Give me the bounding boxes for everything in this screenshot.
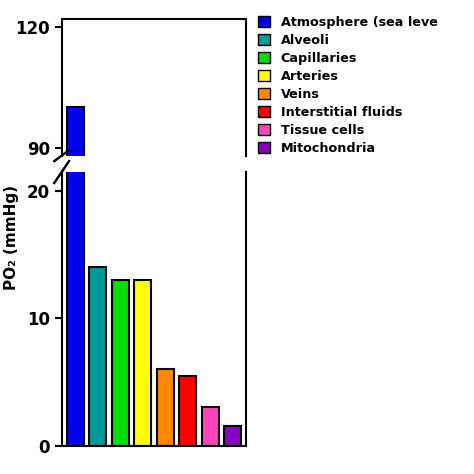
- Bar: [180, 375, 196, 446]
- Bar: [67, 108, 83, 474]
- Bar: [134, 280, 151, 446]
- Bar: [202, 407, 219, 446]
- Bar: [89, 453, 106, 474]
- Bar: [112, 457, 128, 474]
- Bar: [67, 0, 83, 446]
- Bar: [157, 369, 174, 446]
- Bar: [89, 267, 106, 446]
- Bar: [112, 280, 128, 446]
- Text: PO₂ (mmHg): PO₂ (mmHg): [4, 184, 19, 290]
- Bar: [225, 427, 241, 446]
- Bar: [134, 457, 151, 474]
- Legend: Atmosphere (sea leve, Alveoli, Capillaries, Arteries, Veins, Interstitial fluids: Atmosphere (sea leve, Alveoli, Capillari…: [257, 16, 438, 155]
